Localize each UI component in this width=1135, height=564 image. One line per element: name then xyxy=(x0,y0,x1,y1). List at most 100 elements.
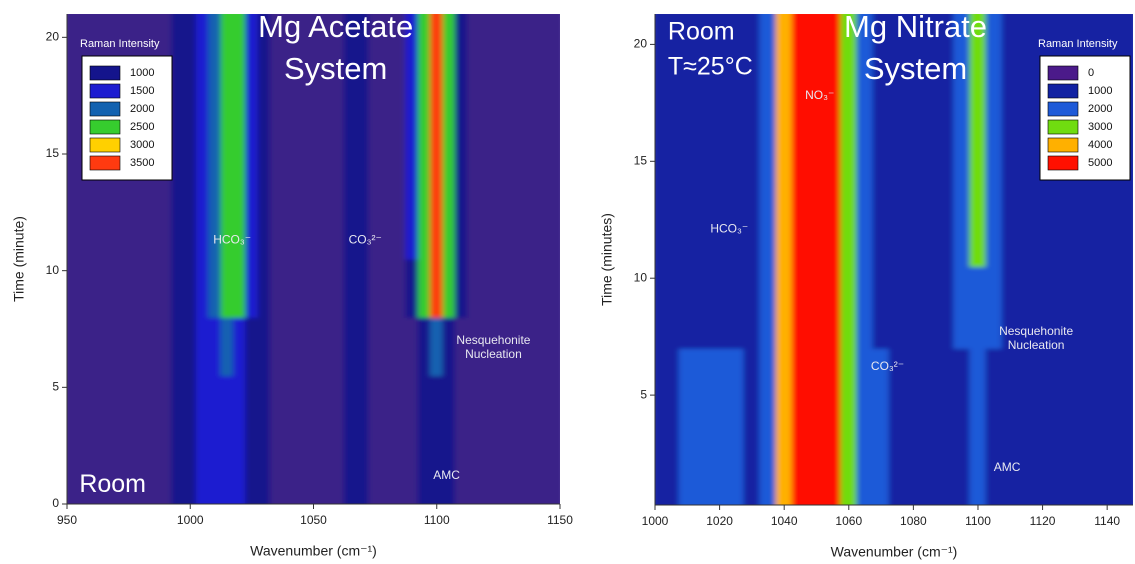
contour-cell xyxy=(856,441,874,505)
contour-cell xyxy=(1098,347,1116,443)
contour-cell xyxy=(541,176,555,260)
contour-cell xyxy=(1017,184,1035,268)
contour-cell xyxy=(504,71,518,178)
contour-cell xyxy=(872,78,890,186)
contour-cell xyxy=(1033,266,1052,349)
contour-cell xyxy=(872,266,890,349)
contour-cell xyxy=(331,258,345,318)
contour-cell xyxy=(72,456,86,504)
contour-cell xyxy=(356,258,370,318)
contour-cell xyxy=(331,176,345,260)
contour-cell xyxy=(343,316,358,377)
contour-cell xyxy=(368,71,382,178)
contour-cell xyxy=(380,258,395,318)
contour-cell xyxy=(331,71,345,178)
contour-cell xyxy=(109,258,123,318)
contour-cell xyxy=(743,78,761,186)
contour-cell xyxy=(541,71,555,178)
contour-cell xyxy=(479,14,493,74)
contour-cell xyxy=(1001,347,1019,443)
contour-cell xyxy=(368,176,382,260)
contour-cell xyxy=(282,456,296,504)
contour-cell xyxy=(171,258,185,318)
legend-title: Raman Intensity xyxy=(80,38,160,50)
contour-cell xyxy=(662,441,680,505)
contour-cell xyxy=(840,78,858,186)
contour-cell xyxy=(888,441,906,505)
legend-label: 4000 xyxy=(1088,139,1112,151)
contour-cell xyxy=(245,258,259,318)
x-tick-label: 1100 xyxy=(424,513,450,527)
contour-cell xyxy=(232,316,247,377)
contour-cell xyxy=(183,316,197,377)
contour-cell xyxy=(985,266,1003,349)
contour-cell xyxy=(904,266,922,349)
contour-cell xyxy=(109,456,123,504)
contour-cell xyxy=(541,375,555,458)
contour-cell xyxy=(195,456,210,504)
legend-label: 5000 xyxy=(1088,157,1112,169)
contour-cell xyxy=(694,441,713,505)
contour-cell xyxy=(146,176,160,260)
contour-cell xyxy=(504,316,518,377)
chart-title: System xyxy=(284,51,387,86)
contour-cell xyxy=(791,266,809,349)
chart-title: Mg Acetate xyxy=(258,9,413,44)
contour-cell xyxy=(67,71,75,178)
contour-cell xyxy=(319,14,333,74)
contour-cell xyxy=(467,71,481,178)
annotation: Nesquehonite xyxy=(456,333,530,347)
contour-cell xyxy=(195,258,210,318)
y-tick-label: 10 xyxy=(634,270,648,284)
contour-cell xyxy=(541,258,555,318)
contour-cell xyxy=(331,456,345,504)
contour-cell xyxy=(294,14,308,74)
contour-cell xyxy=(504,456,518,504)
contour-cell xyxy=(380,71,395,178)
contour-cell xyxy=(67,258,75,318)
contour-cell xyxy=(405,176,419,260)
contour-cell xyxy=(920,266,939,349)
contour-cell xyxy=(1001,266,1019,349)
contour-cell xyxy=(121,456,136,504)
legend-swatch xyxy=(1047,65,1079,81)
contour-cell xyxy=(430,316,444,377)
annotation: HCO₃⁻ xyxy=(213,233,251,247)
legend-label: 3500 xyxy=(130,157,154,169)
contour-cell xyxy=(319,258,333,318)
legend-swatch xyxy=(89,155,121,171)
contour-cell xyxy=(872,441,890,505)
contour-cell xyxy=(220,71,234,178)
contour-cell xyxy=(368,456,382,504)
contour-cell xyxy=(694,266,713,349)
contour-cell xyxy=(84,456,99,504)
contour-cell xyxy=(467,14,481,74)
contour-cell xyxy=(727,266,745,349)
contour-cell xyxy=(807,184,826,268)
contour-cell xyxy=(467,375,481,458)
legend-label: 2000 xyxy=(1088,103,1112,115)
contour-cell xyxy=(775,441,793,505)
contour-cell xyxy=(380,456,395,504)
annotation: CO₃²⁻ xyxy=(349,233,382,247)
contour-cell xyxy=(491,71,506,178)
contour-cell xyxy=(134,456,148,504)
contour-cell xyxy=(516,316,530,377)
contour-cell xyxy=(969,266,987,349)
contour-cell xyxy=(331,14,345,74)
contour-cell xyxy=(405,258,419,318)
contour-cell xyxy=(937,441,955,505)
legend-label: 0 xyxy=(1088,67,1094,79)
contour-cell xyxy=(985,184,1003,268)
contour-cell xyxy=(856,78,874,186)
contour-cell xyxy=(146,258,160,318)
contour-cell xyxy=(856,347,874,443)
contour-cell xyxy=(442,14,456,74)
contour-cell xyxy=(454,258,469,318)
contour-cell xyxy=(727,14,745,81)
contour-cell xyxy=(220,316,234,377)
contour-cell xyxy=(807,14,826,81)
legend-swatch xyxy=(89,101,121,117)
contour-cell xyxy=(985,78,1003,186)
contour-cell xyxy=(442,71,456,178)
